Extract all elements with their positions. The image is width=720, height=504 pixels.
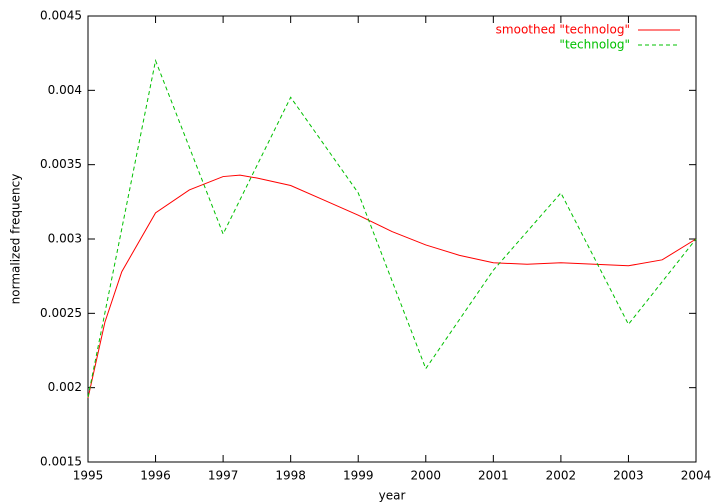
- x-tick-label: 1997: [208, 469, 239, 483]
- series-line: [87, 58, 697, 398]
- x-tick-label: 1995: [73, 469, 104, 483]
- legend-label: smoothed "technolog": [496, 23, 630, 37]
- x-tick-label: 2004: [681, 469, 712, 483]
- series-line: [87, 174, 697, 399]
- x-axis-label: year: [379, 489, 406, 503]
- y-tick-label: 0.002: [48, 380, 82, 394]
- x-tick-label: 1996: [140, 469, 171, 483]
- y-tick-label: 0.004: [48, 83, 82, 97]
- x-tick-label: 1999: [343, 469, 374, 483]
- x-tick-label: 2000: [411, 469, 442, 483]
- x-tick-label: 2003: [613, 469, 644, 483]
- y-axis-label: normalized frequency: [9, 174, 23, 305]
- y-tick-label: 0.0025: [40, 306, 82, 320]
- x-tick-label: 1998: [275, 469, 306, 483]
- plot-border: [87, 15, 697, 463]
- legend-label: "technolog": [559, 38, 630, 52]
- x-tick-label: 2001: [478, 469, 509, 483]
- y-tick-label: 0.0015: [40, 455, 82, 469]
- y-tick-label: 0.0035: [40, 157, 82, 171]
- y-tick-label: 0.003: [48, 232, 82, 246]
- x-tick-label: 2002: [546, 469, 577, 483]
- y-tick-label: 0.0045: [40, 9, 82, 23]
